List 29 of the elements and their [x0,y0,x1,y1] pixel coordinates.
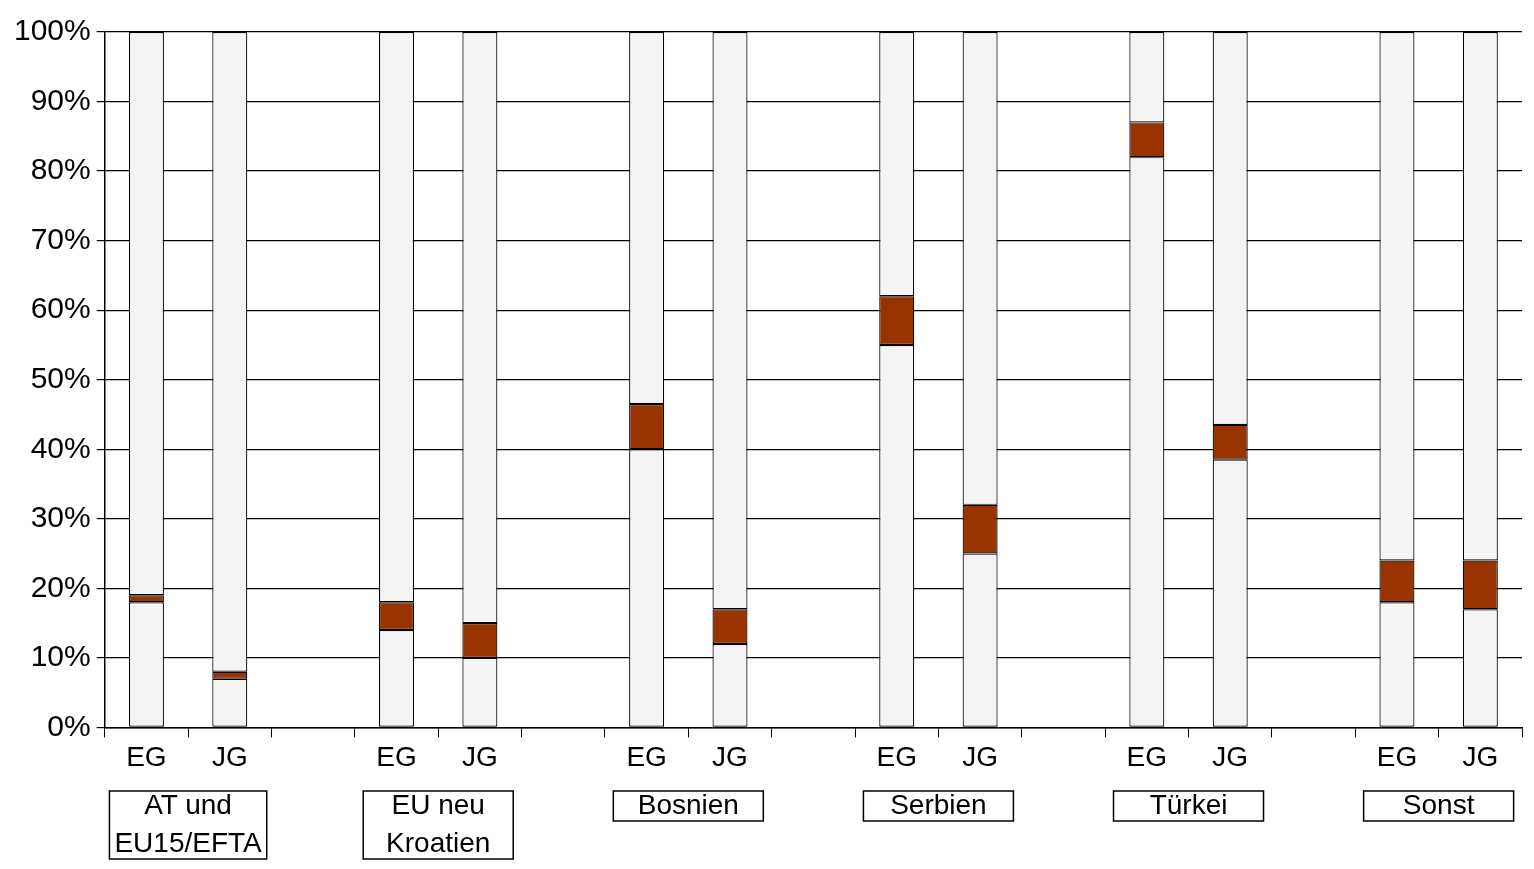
y-tick-label: 80% [30,152,91,186]
text: Sonst [1402,788,1475,820]
x-tick-label: JG [962,740,998,772]
text: Türkei [1149,788,1228,820]
x-tick-label: JG [211,740,248,772]
y-tick-label: 40% [30,430,91,464]
y-tick-label: 20% [30,569,91,603]
x-tick-label: EG [626,740,667,772]
y-tick-label: 50% [30,360,91,394]
x-tick-label: EG [126,740,167,772]
x-tick-label: EG [1376,740,1418,772]
x-tick-label: JG [462,740,498,772]
y-tick-label: 100% [13,13,91,47]
x-tick-label: EG [876,740,917,772]
y-tick-label: 90% [30,82,91,116]
text: EU neu Kroatien [386,788,491,858]
text: Serbien [890,788,987,820]
text: Bosnien [637,788,739,820]
y-tick-label: 70% [30,221,91,255]
x-tick-label: JG [712,740,748,772]
x-tick-label: EG [376,740,417,772]
text: AT und EU15/EFTA [114,788,263,858]
x-tick-label: JG [1462,740,1499,772]
y-tick-label: 0% [47,708,91,742]
x-tick-label: JG [1212,740,1249,772]
x-tick-label: EG [1126,740,1168,772]
y-tick-label: 10% [30,639,91,673]
y-tick-label: 30% [30,500,91,534]
y-tick-label: 60% [30,291,91,325]
